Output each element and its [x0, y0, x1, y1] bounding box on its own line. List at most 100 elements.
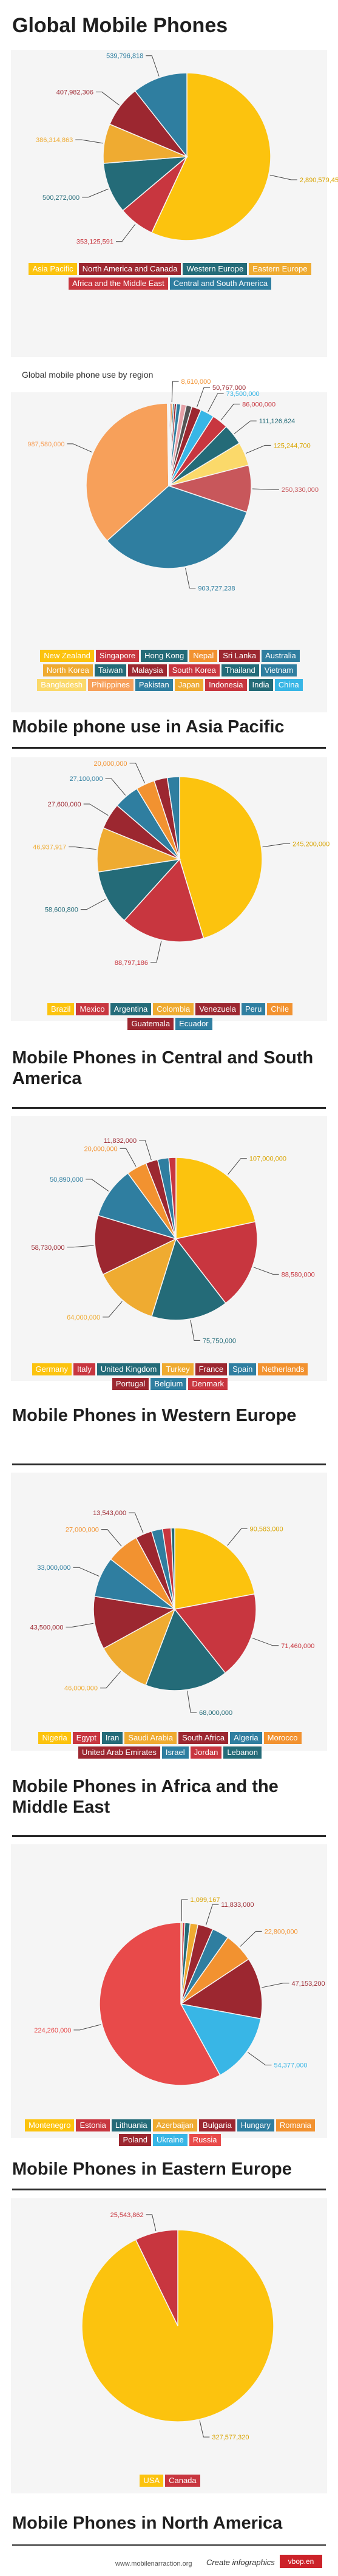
legend-item-spain[interactable]: Spain — [229, 1363, 257, 1375]
pie-slice-germany[interactable] — [175, 1157, 256, 1239]
legend-item-morocco[interactable]: Morocco — [263, 1732, 302, 1744]
legend-item-belgium[interactable]: Belgium — [150, 1378, 187, 1390]
pie-slice-central-and-south-america[interactable] — [134, 72, 188, 158]
legend-item-poland[interactable]: Poland — [119, 2134, 151, 2146]
pie-slice-iran[interactable] — [145, 1608, 226, 1691]
legend-item-turkey[interactable]: Turkey — [162, 1363, 194, 1375]
pie-slice-denmark[interactable] — [168, 1157, 177, 1239]
legend-item-hong-kong[interactable]: Hong Kong — [141, 650, 188, 662]
pie-slice-saudi-arabia[interactable] — [103, 1608, 176, 1686]
leader-line — [234, 420, 257, 434]
legend-item-united-kingdom[interactable]: United Kingdom — [96, 1363, 161, 1375]
pie-slice-usa[interactable] — [81, 2229, 274, 2422]
legend-item-central-and-south-america[interactable]: Central and South America — [169, 278, 272, 290]
pie-slice-indonesia[interactable] — [106, 485, 248, 569]
legend-item-azerbaijan[interactable]: Azerbaijan — [152, 2119, 198, 2131]
legend-item-romania[interactable]: Romania — [275, 2119, 315, 2131]
legend-item-vietnam[interactable]: Vietnam — [260, 664, 297, 676]
legend-item-taiwan[interactable]: Taiwan — [94, 664, 127, 676]
legend-item-africa-and-the-middle-east[interactable]: Africa and the Middle East — [68, 278, 168, 290]
pie-slice-lebanon[interactable] — [171, 1527, 175, 1610]
legend-item-jordan[interactable]: Jordan — [190, 1746, 222, 1759]
legend-item-peru[interactable]: Peru — [241, 1003, 266, 1015]
pie-slice-nigeria[interactable] — [174, 1527, 255, 1610]
pie-slice-ukraine[interactable] — [180, 2003, 262, 2076]
legend-item-algeria[interactable]: Algeria — [230, 1732, 262, 1744]
legend-item-bulgaria[interactable]: Bulgaria — [199, 2119, 235, 2131]
legend-item-thailand[interactable]: Thailand — [221, 664, 259, 676]
legend-item-chile[interactable]: Chile — [267, 1003, 293, 1015]
pie-slice-turkey[interactable] — [102, 1238, 177, 1317]
legend-item-egypt[interactable]: Egypt — [72, 1732, 100, 1744]
pie-slice-china[interactable] — [167, 403, 169, 486]
footer-url[interactable]: www.mobilenarraction.org — [115, 2560, 192, 2567]
legend-item-mexico[interactable]: Mexico — [76, 1003, 109, 1015]
legend-item-israel[interactable]: Israel — [161, 1746, 189, 1759]
legend-item-nigeria[interactable]: Nigeria — [38, 1732, 71, 1744]
legend-item-south-africa[interactable]: South Africa — [178, 1732, 229, 1744]
legend-eastern-europe: USA Canada — [24, 2475, 316, 2487]
legend-item-india[interactable]: India — [248, 679, 273, 691]
legend-item-usa[interactable]: USA — [140, 2475, 164, 2487]
legend-item-singapore[interactable]: Singapore — [95, 650, 140, 662]
legend-item-hungary[interactable]: Hungary — [237, 2119, 274, 2131]
legend-item-lebanon[interactable]: Lebanon — [223, 1746, 262, 1759]
pie-slice-asia-pacific[interactable] — [150, 72, 271, 241]
pie-slice-india[interactable] — [86, 403, 169, 542]
legend-item-united-arab-emirates[interactable]: United Arab Emirates — [78, 1746, 160, 1759]
legend-item-ukraine[interactable]: Ukraine — [152, 2134, 188, 2146]
legend-item-philippines[interactable]: Philippines — [87, 679, 134, 691]
legend-item-lithuania[interactable]: Lithuania — [111, 2119, 151, 2131]
pie-slice-mexico[interactable] — [123, 858, 204, 942]
legend-item-canada[interactable]: Canada — [165, 2475, 200, 2487]
legend-item-iran[interactable]: Iran — [101, 1732, 123, 1744]
legend-item-brazil[interactable]: Brazil — [47, 1003, 75, 1015]
legend-item-guatemala[interactable]: Guatemala — [127, 1018, 174, 1030]
legend-item-pakistan[interactable]: Pakistan — [135, 679, 173, 691]
pie-slice-italy[interactable] — [175, 1221, 258, 1304]
pie-slice-france[interactable] — [94, 1215, 178, 1275]
pie-slice-spain[interactable] — [97, 1172, 177, 1240]
legend-item-north-korea[interactable]: North Korea — [42, 664, 93, 676]
legend-item-russia[interactable]: Russia — [189, 2134, 221, 2146]
legend-item-france[interactable]: France — [195, 1363, 228, 1375]
legend-item-italy[interactable]: Italy — [73, 1363, 95, 1375]
pie-slice-egypt[interactable] — [174, 1593, 257, 1674]
pie-slice-ecuador[interactable] — [166, 776, 180, 860]
legend-item-indonesia[interactable]: Indonesia — [205, 679, 247, 691]
pie-slice-brazil[interactable] — [179, 776, 263, 939]
legend-item-new-zealand[interactable]: New Zealand — [40, 650, 94, 662]
footer-badge[interactable]: vbop.en — [280, 2555, 322, 2568]
pie-slice-pakistan[interactable] — [167, 465, 252, 513]
legend-item-north-america-and-canada[interactable]: North America and Canada — [78, 263, 181, 275]
legend-item-venezuela[interactable]: Venezuela — [195, 1003, 240, 1015]
pie-slice-canada[interactable] — [135, 2229, 178, 2326]
legend-item-estonia[interactable]: Estonia — [76, 2119, 110, 2131]
legend-item-asia-pacific[interactable]: Asia Pacific — [29, 263, 77, 275]
legend-item-netherlands[interactable]: Netherlands — [258, 1363, 308, 1375]
legend-item-south-korea[interactable]: South Korea — [168, 664, 220, 676]
legend-item-sri-lanka[interactable]: Sri Lanka — [219, 650, 260, 662]
legend-item-germany[interactable]: Germany — [32, 1363, 72, 1375]
legend-item-argentina[interactable]: Argentina — [110, 1003, 152, 1015]
pie-slice-united-kingdom[interactable] — [150, 1238, 226, 1321]
pie-slice-russia[interactable] — [99, 1922, 221, 2086]
legend-item-bangladesh[interactable]: Bangladesh — [37, 679, 86, 691]
legend-item-montenegro[interactable]: Montenegro — [25, 2119, 75, 2131]
legend-item-japan[interactable]: Japan — [174, 679, 204, 691]
legend-item-denmark[interactable]: Denmark — [188, 1378, 228, 1390]
legend-item-saudi-arabia[interactable]: Saudi Arabia — [124, 1732, 177, 1744]
legend-item-malaysia[interactable]: Malaysia — [128, 664, 167, 676]
legend-item-western-europe[interactable]: Western Europe — [183, 263, 248, 275]
legend-item-ecuador[interactable]: Ecuador — [175, 1018, 212, 1030]
legend-item-nepal[interactable]: Nepal — [189, 650, 218, 662]
legend-item-australia[interactable]: Australia — [262, 650, 300, 662]
pie-slice-africa-and-the-middle-east[interactable] — [103, 156, 189, 211]
legend-item-portugal[interactable]: Portugal — [112, 1378, 149, 1390]
legend-item-colombia[interactable]: Colombia — [153, 1003, 194, 1015]
legend-item-eastern-europe[interactable]: Eastern Europe — [249, 263, 311, 275]
legend-item-china[interactable]: China — [274, 679, 303, 691]
pie-slice-poland[interactable] — [180, 1958, 263, 2020]
pie-slice-south-africa[interactable] — [93, 1595, 177, 1649]
pie-slice-argentina[interactable] — [97, 858, 181, 921]
